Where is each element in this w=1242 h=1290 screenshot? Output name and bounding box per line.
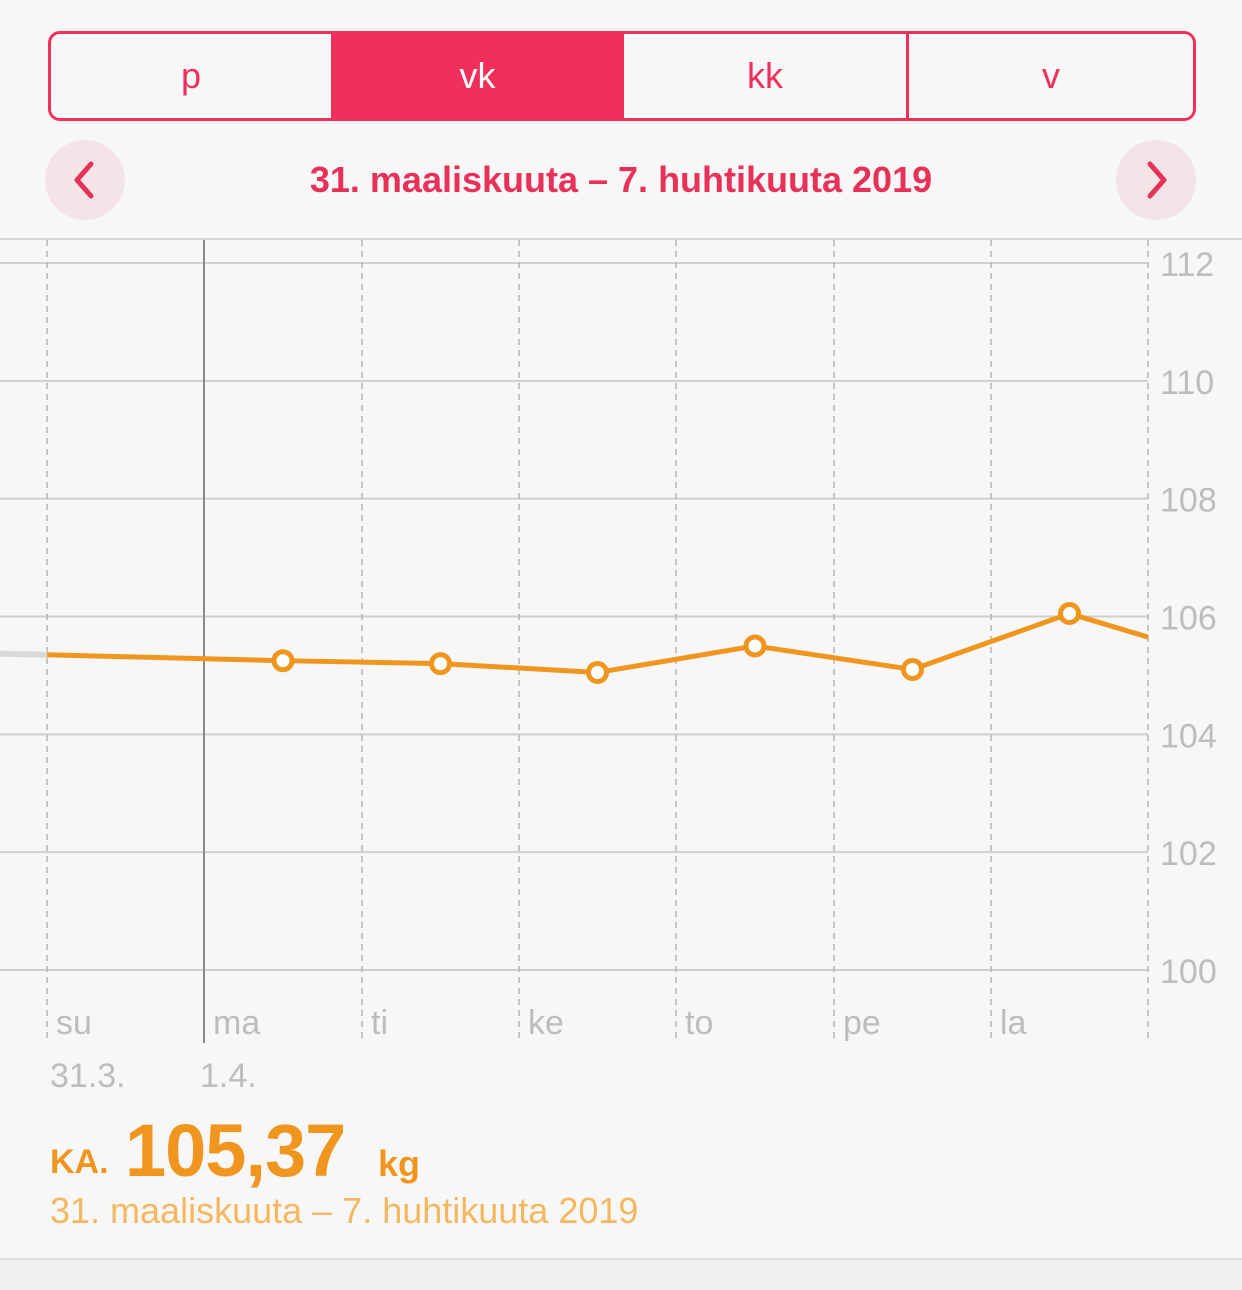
y-tick-label: 108: [1160, 482, 1217, 520]
x-day-label: pe: [843, 1004, 881, 1042]
segment-month[interactable]: kk: [621, 34, 906, 118]
segment-day[interactable]: p: [51, 34, 331, 118]
previous-week-line: [0, 650, 50, 658]
data-point: [1058, 602, 1081, 626]
segment-week[interactable]: vk: [331, 34, 621, 118]
bottom-divider: [0, 1258, 1242, 1260]
y-tick-label: 110: [1160, 364, 1214, 402]
y-tick-label: 106: [1160, 600, 1217, 638]
x-day-label: ti: [371, 1004, 388, 1042]
data-point: [271, 649, 295, 673]
x-day-label: ma: [213, 1004, 260, 1042]
y-tick-label: 100: [1160, 953, 1217, 991]
weight-line-chart[interactable]: 112 110 108 106 104 102 100 su 31.3. ma 1.4. ti ke t…: [0, 0, 1242, 1100]
x-date-label: 31.3.: [50, 1057, 126, 1095]
period-title: 31. maaliskuuta – 7. huhtikuuta 2019: [309, 159, 933, 200]
data-point: [429, 652, 452, 676]
summary-date-range: 31. maaliskuuta – 7. huhtikuuta 2019: [50, 1190, 639, 1231]
previous-period-button[interactable]: [45, 140, 125, 220]
summary-average-value: 105,37: [125, 1109, 346, 1192]
y-tick-label: 104: [1160, 717, 1217, 755]
bottom-area: [0, 1260, 1242, 1290]
data-point: [743, 634, 767, 658]
period-segmented-control: p vk kk v: [48, 31, 1196, 121]
x-date-label: 1.4.: [200, 1057, 257, 1095]
chevron-left-icon: [74, 161, 94, 199]
data-point: [901, 658, 924, 682]
x-day-label: to: [685, 1004, 713, 1042]
segment-year[interactable]: v: [906, 34, 1193, 118]
next-period-button[interactable]: [1116, 140, 1196, 220]
summary-average-label: KA.: [50, 1143, 109, 1181]
y-tick-label: 112: [1160, 246, 1214, 284]
x-day-label: su: [56, 1004, 92, 1042]
weight-series-line: [46, 611, 1149, 675]
chevron-right-icon: [1147, 161, 1167, 199]
y-tick-label: 102: [1160, 835, 1217, 873]
data-point: [586, 660, 609, 684]
x-day-label: la: [1000, 1004, 1027, 1042]
x-day-label: ke: [528, 1004, 564, 1042]
summary-unit: kg: [378, 1143, 421, 1184]
